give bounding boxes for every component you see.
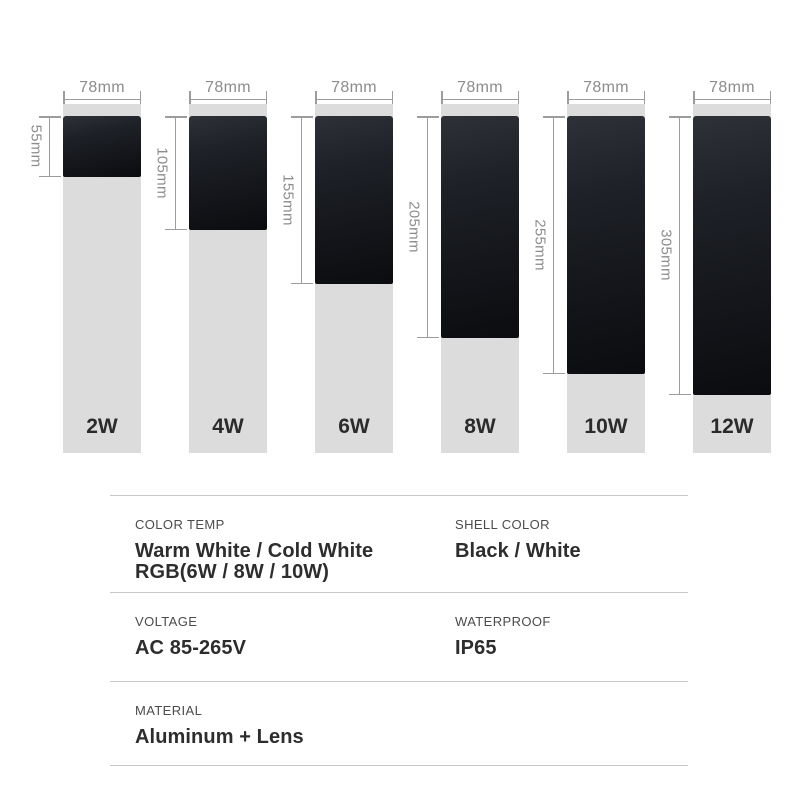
width-dimension-line: [441, 90, 519, 109]
height-dimension-label: 105mm: [153, 147, 171, 199]
spec-cell-color-temp: COLOR TEMP Warm White / Cold White RGB(6…: [135, 517, 688, 583]
height-dimension-line: [542, 116, 565, 374]
spec-label-voltage: VOLTAGE: [135, 614, 198, 629]
height-dimension-line: [38, 116, 61, 177]
wattage-label: 10W: [584, 415, 628, 438]
height-dimension-line: [290, 116, 313, 284]
wattage-label: 8W: [464, 415, 496, 438]
width-dimension-line: [567, 90, 645, 109]
spec-value-line1: Warm White / Cold White: [135, 540, 374, 562]
lamp-body-10w: [567, 116, 645, 374]
wall-column: 4W: [189, 104, 267, 453]
height-dimension-line: [416, 116, 439, 338]
wattage-label: 12W: [710, 415, 754, 438]
lamp-body-2w: [63, 116, 141, 177]
spec-row-color: COLOR TEMP Warm White / Cold White RGB(6…: [110, 495, 688, 592]
width-dimension-label: 78mm: [457, 79, 503, 96]
spec-cell-material: MATERIAL Aluminum + Lens: [135, 703, 688, 748]
width-dimension-label: 78mm: [205, 79, 251, 96]
spec-value-voltage: AC 85-265V: [135, 637, 247, 659]
spec-label-waterproof: WATERPROOF: [455, 614, 551, 629]
spec-cell-shell-color: SHELL COLOR Black / White: [455, 517, 581, 562]
wattage-label: 6W: [338, 415, 370, 438]
width-dimension-label: 78mm: [709, 79, 755, 96]
spec-value-waterproof: IP65: [455, 637, 497, 659]
height-dimension-label: 255mm: [531, 219, 549, 271]
width-dimension-label: 78mm: [331, 79, 377, 96]
lamp-body-6w: [315, 116, 393, 284]
wall-column: 8W: [441, 104, 519, 453]
spec-cell-waterproof: WATERPROOF IP65: [455, 614, 551, 659]
height-dimension-line: [164, 116, 187, 230]
wall-column: 10W: [567, 104, 645, 453]
wattage-label: 4W: [212, 415, 244, 438]
spec-cell-voltage: VOLTAGE AC 85-265V: [135, 614, 688, 659]
spec-label-shell-color: SHELL COLOR: [455, 517, 550, 532]
height-dimension-label: 55mm: [27, 124, 45, 168]
spec-value-line2: RGB(6W / 8W / 10W): [135, 561, 330, 583]
height-dimension-label: 205mm: [405, 201, 423, 253]
lamp-body-4w: [189, 116, 267, 230]
width-dimension-line: [63, 90, 141, 109]
spec-label-material: MATERIAL: [135, 703, 203, 718]
wall-column: 6W: [315, 104, 393, 453]
width-dimension-label: 78mm: [583, 79, 629, 96]
spec-label-color-temp: COLOR TEMP: [135, 517, 225, 532]
height-dimension-label: 305mm: [657, 229, 675, 281]
spec-value-material: Aluminum + Lens: [135, 726, 304, 748]
width-dimension-line: [315, 90, 393, 109]
width-dimension-label: 78mm: [79, 79, 125, 96]
height-dimension-line: [668, 116, 691, 395]
width-dimension-line: [693, 90, 771, 109]
spec-value-color-temp: Warm White / Cold White RGB(6W / 8W / 10…: [135, 541, 688, 583]
wattage-label: 2W: [86, 415, 118, 438]
spec-row-material: MATERIAL Aluminum + Lens: [110, 681, 688, 766]
height-dimension-label: 155mm: [279, 174, 297, 226]
spec-row-voltage: VOLTAGE AC 85-265V WATERPROOF IP65: [110, 592, 688, 681]
lamp-body-8w: [441, 116, 519, 338]
spec-value-shell-color: Black / White: [455, 540, 581, 562]
lamp-body-12w: [693, 116, 771, 395]
wall-column: 2W: [63, 104, 141, 453]
spec-table: COLOR TEMP Warm White / Cold White RGB(6…: [110, 495, 688, 766]
width-dimension-line: [189, 90, 267, 109]
wall-column: 12W: [693, 104, 771, 453]
